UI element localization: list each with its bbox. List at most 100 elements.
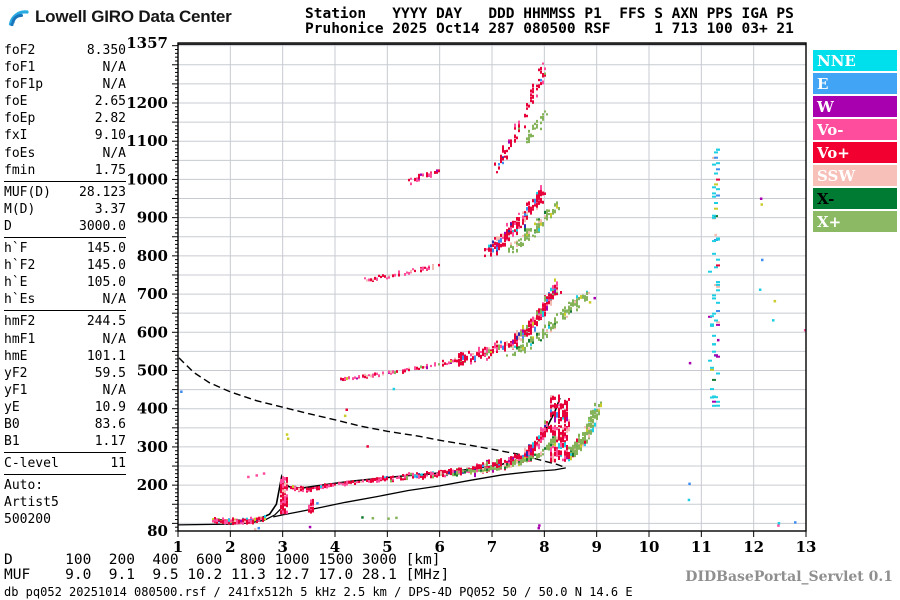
station-header-columns: Station YYYY DAY DDD HHMMSS P1 FFS S AXN…: [305, 6, 794, 22]
param-row-fof1: foF1 N/A: [4, 59, 126, 76]
legend-item-ssw: SSW: [813, 165, 897, 186]
param-label: hmE: [4, 348, 28, 364]
cluster-foF2-asymptote-column: [550, 394, 570, 463]
station-header-values: Pruhonice 2025 Oct14 287 080500 RSF 1 71…: [305, 21, 794, 37]
servlet-version-label: DIDBasePortal_Servlet 0.1: [685, 569, 893, 585]
param-value: N/A: [102, 331, 126, 347]
param-row-hmf1: hmF1 N/A: [4, 331, 126, 348]
parameter-group: foF2 8.350 foF1 N/A foF1p N/A foE 2.65 foEp 2.82 f…: [4, 40, 126, 182]
curve-transmission-curve-lower: [273, 467, 566, 518]
legend-item-nne: NNE: [813, 50, 897, 71]
param-row-hf: h`F 145.0: [4, 240, 126, 257]
plot-gridlines: [178, 43, 806, 531]
parameter-group: C-level 11: [4, 453, 126, 476]
param-row-clevel: C-level 11: [4, 455, 126, 472]
param-label: 500200: [4, 512, 51, 528]
svg-text:12: 12: [743, 538, 764, 556]
parameter-group: hmF2 244.5 hmF1 N/A hmE 101.1 yF2 59.5 yF1 N/A yE 1…: [4, 311, 126, 454]
cluster-arc-1000km: [408, 169, 440, 186]
cluster-nne-range-spread-column: [708, 148, 720, 407]
svg-text:4: 4: [330, 538, 340, 556]
param-value: 1.75: [94, 162, 126, 178]
svg-text:600: 600: [137, 323, 168, 341]
legend-item-vo: Vo-: [813, 119, 897, 140]
param-value: 8.350: [86, 43, 126, 58]
svg-text:11: 11: [691, 538, 712, 556]
legend-item-x: X-: [813, 188, 897, 209]
giro-logo-text: Lowell GIRO Data Center: [35, 7, 232, 26]
param-row-fxi: fxI 9.10: [4, 127, 126, 144]
param-value: 11: [110, 456, 126, 472]
svg-text:1100: 1100: [126, 132, 168, 150]
param-label: MUF(D): [4, 184, 51, 200]
parameter-group: h`F 145.0 h`F2 145.0 h`E 105.0 h`Es N/A: [4, 238, 126, 312]
svg-text:400: 400: [137, 400, 168, 418]
svg-text:80: 80: [147, 522, 168, 540]
param-row-mufd: MUF(D) 28.123: [4, 184, 126, 201]
cluster-mid-sparse-band: [364, 263, 440, 282]
param-row-auto: Auto:: [4, 477, 126, 494]
svg-text:1000: 1000: [126, 170, 168, 188]
param-row-hme: hmE 101.1: [4, 348, 126, 365]
cluster-high-green-sparse: [526, 110, 548, 144]
param-row-b0: B0 83.6: [4, 416, 126, 433]
echo-type-legend: NNE E W Vo- Vo+ SSW X- X+: [813, 50, 897, 234]
cluster-second-hop-x-belt: [506, 290, 590, 357]
svg-text:5: 5: [382, 538, 392, 556]
param-label: foEs: [4, 145, 36, 161]
param-value: 244.5: [86, 314, 126, 330]
cluster-x-trace-belt: [452, 435, 558, 477]
param-value: N/A: [102, 292, 126, 308]
param-label: yE: [4, 399, 20, 415]
giro-logo[interactable]: Lowell GIRO Data Center: [6, 5, 232, 29]
param-label: Artist5: [4, 495, 59, 511]
param-value: N/A: [102, 77, 126, 93]
param-label: foF1p: [4, 77, 44, 93]
param-label: hmF2: [4, 314, 36, 330]
param-row-ye: yE 10.9: [4, 399, 126, 416]
station-header-block: Station YYYY DAY DDD HHMMSS P1 FFS S AXN…: [305, 7, 794, 37]
param-value: N/A: [102, 60, 126, 76]
cluster-second-hop-left: [340, 358, 458, 382]
svg-text:500: 500: [137, 361, 168, 379]
svg-text:900: 900: [137, 209, 168, 227]
cluster-high-red-sparse: [494, 62, 546, 174]
cluster-red-column-3p5MHz: [308, 498, 314, 514]
param-label: M(D): [4, 201, 36, 217]
param-label: foE: [4, 94, 28, 110]
svg-text:2: 2: [225, 538, 235, 556]
param-label: h`F: [4, 241, 28, 257]
svg-text:300: 300: [137, 438, 168, 456]
muf-d-table: D 100 200 400 600 800 1000 1500 3000 [km…: [4, 552, 450, 583]
param-label: h`E: [4, 275, 28, 291]
cluster-second-hop-main: [454, 278, 562, 367]
svg-text:6: 6: [434, 538, 444, 556]
param-label: h`Es: [4, 292, 36, 308]
param-value: 9.10: [94, 128, 126, 144]
measurement-status-line: db pq052 20251014 080500.rsf / 241fx512h…: [4, 585, 633, 599]
legend-item-w: W: [813, 96, 897, 117]
param-row-he: h`E 105.0: [4, 274, 126, 291]
axis-tick-labels: 1357120011001000900800700600500400300200…: [126, 34, 816, 556]
param-row-foes: foEs N/A: [4, 145, 126, 162]
param-value: 2.82: [94, 111, 126, 127]
sparse-echo-specks: [180, 197, 807, 531]
param-label: fmin: [4, 162, 36, 178]
legend-item-e: E: [813, 73, 897, 94]
param-value: 145.0: [86, 241, 126, 257]
svg-text:3: 3: [277, 538, 287, 556]
param-value: 101.1: [86, 348, 126, 364]
svg-text:7: 7: [487, 538, 497, 556]
legend-item-vo: Vo+: [813, 142, 897, 163]
svg-text:800: 800: [137, 247, 168, 265]
param-value: 105.0: [86, 275, 126, 291]
legend-item-x: X+: [813, 211, 897, 232]
param-value: 83.6: [94, 416, 126, 432]
param-row-hf2: h`F2 145.0: [4, 257, 126, 274]
svg-text:8: 8: [539, 538, 549, 556]
param-value: 3.37: [94, 201, 126, 217]
svg-text:10: 10: [639, 538, 660, 556]
param-label: foF1: [4, 60, 36, 76]
param-row-fof1p: foF1p N/A: [4, 76, 126, 93]
